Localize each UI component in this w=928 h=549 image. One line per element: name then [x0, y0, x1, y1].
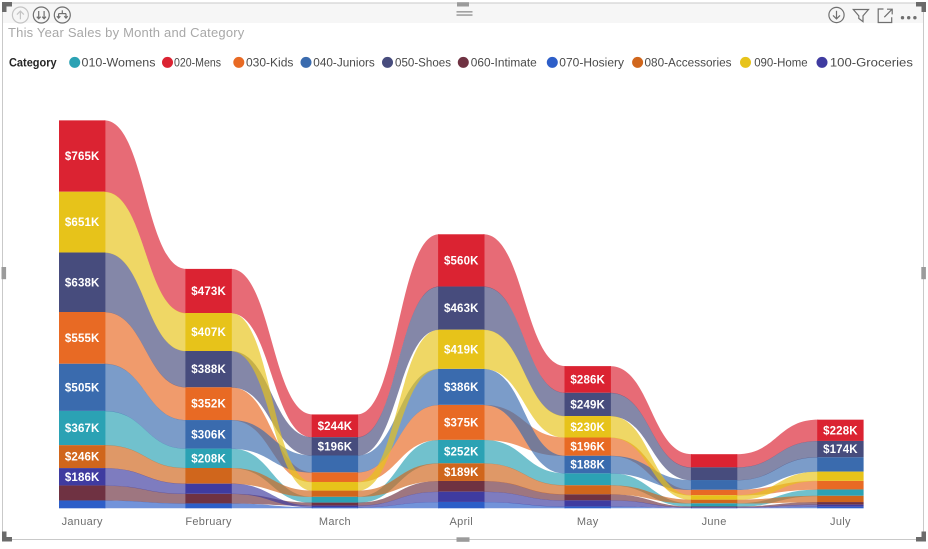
svg-text:March: March	[319, 516, 351, 528]
svg-text:040-Juniors: 040-Juniors	[313, 58, 375, 70]
svg-text:$196K: $196K	[318, 441, 353, 453]
svg-text:050-Shoes: 050-Shoes	[395, 58, 451, 70]
svg-text:$352K: $352K	[191, 399, 226, 411]
svg-text:$306K: $306K	[191, 429, 226, 441]
svg-text:$407K: $407K	[191, 327, 226, 339]
svg-text:030-Kids: 030-Kids	[246, 58, 294, 70]
svg-text:070-Hosiery: 070-Hosiery	[559, 58, 624, 70]
svg-text:January: January	[62, 516, 103, 528]
svg-text:$386K: $386K	[444, 382, 479, 394]
svg-text:010-Womens: 010-Womens	[82, 58, 156, 70]
svg-text:July: July	[830, 516, 851, 528]
svg-text:080-Accessories: 080-Accessories	[645, 58, 732, 70]
svg-text:April: April	[450, 516, 474, 528]
svg-text:100-Groceries: 100-Groceries	[830, 58, 913, 70]
svg-text:$560K: $560K	[444, 256, 479, 268]
svg-text:$388K: $388K	[191, 364, 226, 376]
svg-text:$228K: $228K	[823, 425, 858, 437]
svg-text:060-Intimate: 060-Intimate	[471, 58, 537, 70]
svg-text:This Year Sales by Month and C: This Year Sales by Month and Category	[8, 25, 245, 40]
svg-text:$246K: $246K	[65, 452, 100, 464]
svg-text:$286K: $286K	[570, 375, 605, 387]
svg-text:090-Home: 090-Home	[754, 58, 807, 70]
svg-text:$638K: $638K	[65, 277, 100, 289]
svg-text:Category: Category	[9, 58, 57, 70]
svg-text:$651K: $651K	[65, 217, 100, 229]
svg-text:$196K: $196K	[570, 442, 605, 454]
svg-text:June: June	[702, 516, 727, 528]
svg-text:$230K: $230K	[570, 422, 605, 434]
svg-text:$188K: $188K	[570, 460, 605, 472]
svg-text:$505K: $505K	[65, 382, 100, 394]
svg-text:May: May	[577, 516, 599, 528]
svg-text:$367K: $367K	[65, 423, 100, 435]
svg-text:$174K: $174K	[823, 444, 858, 456]
svg-text:$419K: $419K	[444, 344, 479, 356]
svg-text:February: February	[185, 516, 232, 528]
svg-text:$252K: $252K	[444, 447, 479, 459]
svg-text:$473K: $473K	[191, 286, 226, 298]
svg-text:$208K: $208K	[191, 453, 226, 465]
svg-text:$244K: $244K	[318, 421, 353, 433]
svg-text:$555K: $555K	[65, 333, 100, 345]
svg-text:020-Mens: 020-Mens	[174, 58, 221, 70]
svg-text:$765K: $765K	[65, 151, 100, 163]
svg-text:$186K: $186K	[65, 472, 100, 484]
svg-text:$375K: $375K	[444, 417, 479, 429]
svg-text:$249K: $249K	[570, 400, 605, 412]
svg-text:$463K: $463K	[444, 303, 479, 315]
svg-text:$189K: $189K	[444, 467, 479, 479]
